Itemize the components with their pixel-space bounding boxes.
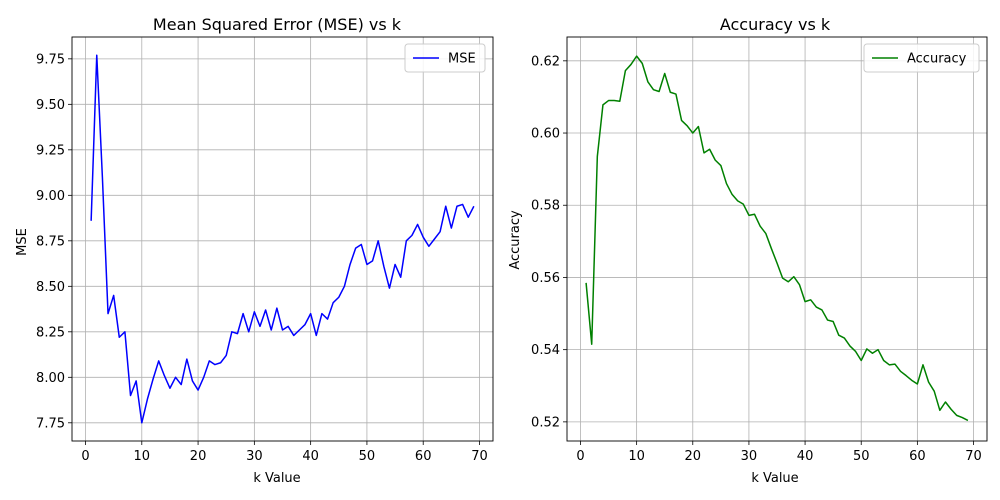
accuracy-x-tick-label: 0 <box>576 449 584 464</box>
mse-series-line <box>90 54 475 424</box>
mse-y-tick-label: 8.50 <box>36 280 65 295</box>
mse-legend: MSE <box>404 43 486 73</box>
mse-x-tick-label: 70 <box>471 449 488 464</box>
mse-y-tick-label: 8.00 <box>36 371 65 386</box>
mse-chart: Mean Squared Error (MSE) vs k k Value MS… <box>15 15 494 486</box>
mse-x-tick-label: 0 <box>81 449 89 464</box>
mse-y-tick-label: 8.75 <box>36 234 65 249</box>
accuracy-legend-box <box>863 43 980 73</box>
accuracy-plot-frame <box>566 36 988 442</box>
accuracy-y-tick-label: 0.62 <box>531 54 560 69</box>
mse-y-tick-label: 9.25 <box>36 143 65 158</box>
accuracy-x-tick-label: 30 <box>741 449 758 464</box>
mse-y-tick-label: 9.50 <box>36 98 65 113</box>
accuracy-x-tick-label: 40 <box>797 449 814 464</box>
accuracy-series-line <box>585 55 969 422</box>
mse-x-tick-label: 10 <box>134 449 151 464</box>
mse-y-tick-label: 9.00 <box>36 189 65 204</box>
accuracy-x-tick-label: 10 <box>628 449 645 464</box>
mse-y-axis-label: MSE <box>15 228 30 256</box>
accuracy-y-tick-label: 0.54 <box>531 343 560 358</box>
mse-x-axis-label: k Value <box>253 471 300 486</box>
mse-y-tick-label: 8.25 <box>36 325 65 340</box>
accuracy-chart: Accuracy vs k k Value Accuracy 0 10 20 30 40… <box>508 15 988 486</box>
accuracy-y-tick-label: 0.52 <box>531 415 560 430</box>
accuracy-y-tick-label: 0.56 <box>531 271 560 286</box>
accuracy-legend: Accuracy <box>863 43 980 73</box>
accuracy-x-tick-label: 70 <box>965 449 982 464</box>
mse-y-tick-label: 7.75 <box>36 416 65 431</box>
mse-x-tick-label: 40 <box>302 449 319 464</box>
mse-chart-title: Mean Squared Error (MSE) vs k <box>153 15 402 34</box>
mse-x-tick-label: 50 <box>359 449 376 464</box>
mse-legend-label: MSE <box>448 52 476 67</box>
accuracy-y-tick-label: 0.58 <box>531 199 560 214</box>
accuracy-y-tick-label: 0.60 <box>531 127 560 142</box>
accuracy-chart-title: Accuracy vs k <box>720 15 831 34</box>
mse-plot-frame <box>71 36 494 442</box>
accuracy-x-tick-label: 50 <box>853 449 870 464</box>
mse-legend-box <box>404 43 486 73</box>
accuracy-y-axis-label: Accuracy <box>508 210 523 270</box>
mse-x-tick-label: 20 <box>190 449 207 464</box>
accuracy-x-tick-label: 20 <box>685 449 702 464</box>
accuracy-x-axis-label: k Value <box>751 471 798 486</box>
accuracy-x-tick-label: 60 <box>909 449 926 464</box>
mse-y-tick-label: 9.75 <box>36 52 65 67</box>
accuracy-legend-label: Accuracy <box>907 52 967 67</box>
mse-x-tick-label: 60 <box>415 449 432 464</box>
mse-x-tick-label: 30 <box>246 449 263 464</box>
